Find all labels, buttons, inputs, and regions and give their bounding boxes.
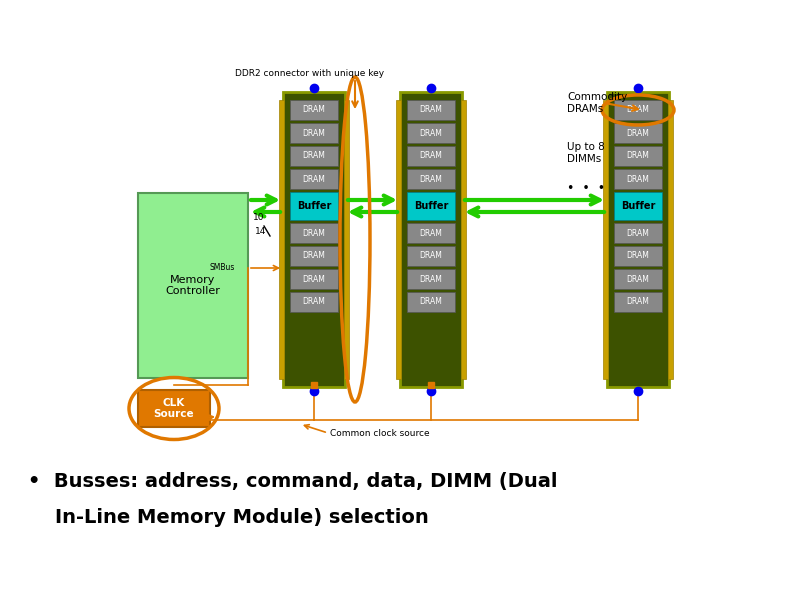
Bar (614, 100, 662, 120)
Text: DRAM: DRAM (303, 228, 326, 237)
Bar (614, 146, 662, 166)
Text: DRAM: DRAM (303, 274, 326, 283)
Bar (407, 169, 455, 189)
Text: Memory
Controller: Memory Controller (166, 275, 221, 296)
Text: In-Line Memory Module) selection: In-Line Memory Module) selection (28, 508, 429, 527)
Bar (614, 123, 662, 143)
Text: Up to 8
DIMMs: Up to 8 DIMMs (567, 142, 605, 164)
Bar (290, 192, 338, 220)
Bar (407, 146, 455, 166)
Text: SMBus: SMBus (210, 264, 235, 273)
Bar (290, 146, 338, 166)
Text: DDR2 connector with unique key: DDR2 connector with unique key (236, 68, 384, 77)
Bar (396, 100, 401, 379)
Text: Commodity
DRAMs: Commodity DRAMs (567, 92, 627, 114)
Text: DRAM: DRAM (626, 228, 649, 237)
Bar (614, 292, 662, 312)
Bar (407, 269, 455, 289)
Bar (138, 193, 248, 378)
Bar (344, 100, 349, 379)
Bar (614, 246, 662, 266)
Text: DRAM: DRAM (303, 105, 326, 114)
Bar (290, 223, 338, 243)
Text: Buffer: Buffer (297, 201, 331, 211)
Text: DRAM: DRAM (626, 298, 649, 306)
Text: DRAM: DRAM (419, 228, 442, 237)
Bar (614, 192, 662, 220)
Text: Buffer: Buffer (414, 201, 448, 211)
Text: Buffer: Buffer (621, 201, 655, 211)
Text: DRAM: DRAM (626, 252, 649, 261)
Bar (603, 100, 608, 379)
Text: CLK
Source: CLK Source (154, 397, 195, 419)
Bar (407, 192, 455, 220)
Text: DRAM: DRAM (419, 252, 442, 261)
Bar (428, 382, 434, 388)
Bar (607, 92, 669, 387)
Text: DRAM: DRAM (626, 274, 649, 283)
Text: •  Busses: address, command, data, DIMM (Dual: • Busses: address, command, data, DIMM (… (28, 472, 557, 491)
Text: DRAM: DRAM (626, 105, 649, 114)
Text: DRAM: DRAM (303, 129, 326, 137)
Text: DRAM: DRAM (303, 152, 326, 161)
Bar (138, 390, 210, 427)
Bar (290, 123, 338, 143)
Text: DRAM: DRAM (626, 129, 649, 137)
Bar (407, 292, 455, 312)
Bar (400, 92, 462, 387)
Bar (407, 223, 455, 243)
Bar (614, 269, 662, 289)
Text: DRAM: DRAM (626, 174, 649, 183)
Text: DRAM: DRAM (419, 129, 442, 137)
Text: 14: 14 (255, 227, 266, 236)
Text: DRAM: DRAM (303, 298, 326, 306)
Text: DRAM: DRAM (419, 298, 442, 306)
Text: 10: 10 (252, 214, 264, 223)
Bar (614, 223, 662, 243)
Text: DRAM: DRAM (419, 274, 442, 283)
Text: DRAM: DRAM (303, 174, 326, 183)
Bar (407, 100, 455, 120)
Bar (407, 246, 455, 266)
Bar (614, 169, 662, 189)
Bar (668, 100, 673, 379)
Text: DRAM: DRAM (419, 152, 442, 161)
Text: •  •  •: • • • (567, 181, 605, 195)
Bar (461, 100, 466, 379)
Bar (290, 292, 338, 312)
Bar (279, 100, 284, 379)
Bar (407, 123, 455, 143)
Bar (311, 382, 317, 388)
Bar (290, 246, 338, 266)
Bar (290, 169, 338, 189)
Text: DRAM: DRAM (626, 152, 649, 161)
Text: DRAM: DRAM (419, 174, 442, 183)
Bar (283, 92, 345, 387)
Bar (290, 100, 338, 120)
Text: DRAM: DRAM (419, 105, 442, 114)
Text: Common clock source: Common clock source (330, 428, 430, 437)
Text: DRAM: DRAM (303, 252, 326, 261)
Bar (290, 269, 338, 289)
